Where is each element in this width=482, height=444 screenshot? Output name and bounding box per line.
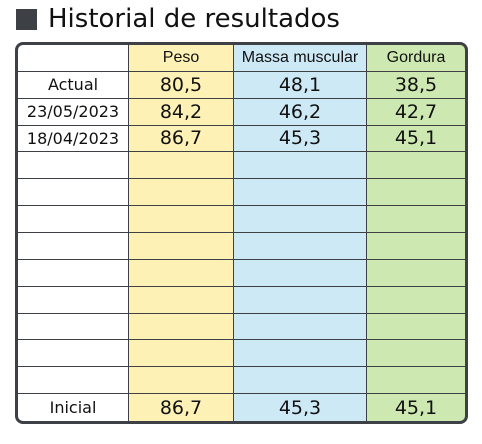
cell-gordura [367, 233, 465, 260]
cell-peso [129, 179, 234, 207]
cell-massa-muscular [234, 259, 367, 287]
row-date-label [18, 340, 129, 368]
cell-peso [129, 152, 234, 180]
cell-gordura [367, 206, 465, 233]
column-header-peso: Peso [129, 45, 234, 72]
cell-peso: 80,5 [129, 71, 234, 99]
cell-gordura [367, 179, 465, 207]
cell-massa-muscular [234, 179, 367, 207]
cell-massa-muscular: 46,2 [234, 98, 367, 126]
results-table: Peso Massa muscular Gordura Actual 80,5 48,1 3… [15, 42, 468, 424]
footer-cell-massa-muscular: 45,3 [234, 394, 367, 421]
column-header-massa-muscular: Massa muscular [234, 45, 367, 72]
row-date-label [18, 206, 129, 233]
row-date-label [18, 313, 129, 341]
row-date-label [18, 259, 129, 287]
cell-massa-muscular [234, 206, 367, 233]
cell-gordura: 38,5 [367, 71, 465, 99]
cell-peso [129, 233, 234, 260]
cell-peso [129, 259, 234, 287]
cell-gordura [367, 313, 465, 341]
cell-massa-muscular [234, 286, 367, 314]
row-date-label: 23/05/2023 [18, 98, 129, 126]
footer-label: Inicial [18, 394, 129, 421]
cell-gordura: 45,1 [367, 125, 465, 153]
cell-massa-muscular [234, 340, 367, 368]
row-date-label: Actual [18, 71, 129, 99]
column-header-gordura: Gordura [367, 45, 465, 72]
cell-gordura [367, 152, 465, 180]
cell-peso [129, 313, 234, 341]
row-date-label [18, 152, 129, 180]
cell-gordura [367, 259, 465, 287]
cell-peso: 86,7 [129, 125, 234, 153]
row-date-label [18, 179, 129, 207]
row-date-label: 18/04/2023 [18, 125, 129, 153]
cell-peso [129, 206, 234, 233]
footer-cell-peso: 86,7 [129, 394, 234, 421]
row-date-label [18, 286, 129, 314]
cell-peso [129, 286, 234, 314]
cell-gordura [367, 286, 465, 314]
page-title: Historial de resultados [48, 4, 340, 34]
cell-massa-muscular: 48,1 [234, 71, 367, 99]
cell-gordura: 42,7 [367, 98, 465, 126]
cell-peso [129, 340, 234, 368]
cell-gordura [367, 340, 465, 368]
footer-cell-gordura: 45,1 [367, 394, 465, 421]
cell-peso: 84,2 [129, 98, 234, 126]
cell-massa-muscular: 45,3 [234, 125, 367, 153]
square-icon [16, 8, 37, 30]
cell-peso [129, 367, 234, 395]
cell-massa-muscular [234, 233, 367, 260]
row-date-label [18, 233, 129, 260]
header-corner-cell [18, 45, 129, 72]
cell-massa-muscular [234, 367, 367, 395]
cell-massa-muscular [234, 313, 367, 341]
page-header: Historial de resultados [16, 0, 340, 38]
cell-gordura [367, 367, 465, 395]
row-date-label [18, 367, 129, 395]
cell-massa-muscular [234, 152, 367, 180]
